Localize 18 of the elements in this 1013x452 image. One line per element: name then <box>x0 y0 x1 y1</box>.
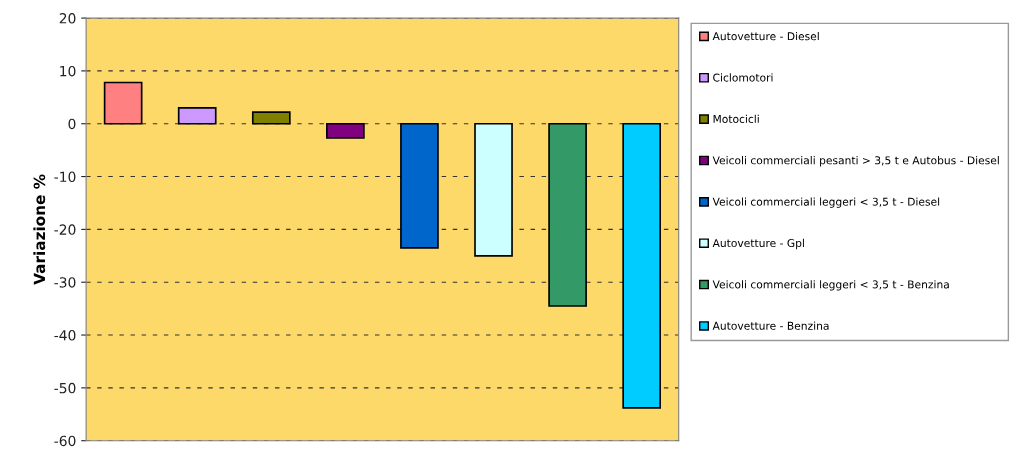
legend-label: Autovetture - Gpl <box>712 238 804 250</box>
y-tick-label: -30 <box>54 277 76 288</box>
legend-label: Ciclomotori <box>713 73 773 82</box>
y-tick-label: -50 <box>54 382 76 394</box>
y-tick-label: 20 <box>59 13 76 24</box>
y-tick-label: 0 <box>68 118 76 130</box>
legend-label: Veicoli commerciali leggeri < 3,5 t - Benzina <box>712 280 949 291</box>
legend-label: Veicoli commerciali pesanti > 3,5 t e Autobus - Diesel <box>712 156 999 167</box>
y-tick-label: -40 <box>54 330 76 341</box>
y-tick-label: -60 <box>54 435 76 447</box>
y-tick-label: 10 <box>60 65 76 77</box>
y-axis-title: Variazione % <box>33 174 46 285</box>
legend-label: Autovetture - Diesel <box>712 31 819 41</box>
y-tick-label: -20 <box>54 224 76 235</box>
legend-label: Motocicli <box>713 114 759 123</box>
legend-label: Veicoli commerciali leggeri < 3,5 t - Diesel <box>712 197 940 208</box>
legend-label: Autovetture - Benzina <box>712 321 829 330</box>
y-tick-label: -10 <box>54 171 76 183</box>
